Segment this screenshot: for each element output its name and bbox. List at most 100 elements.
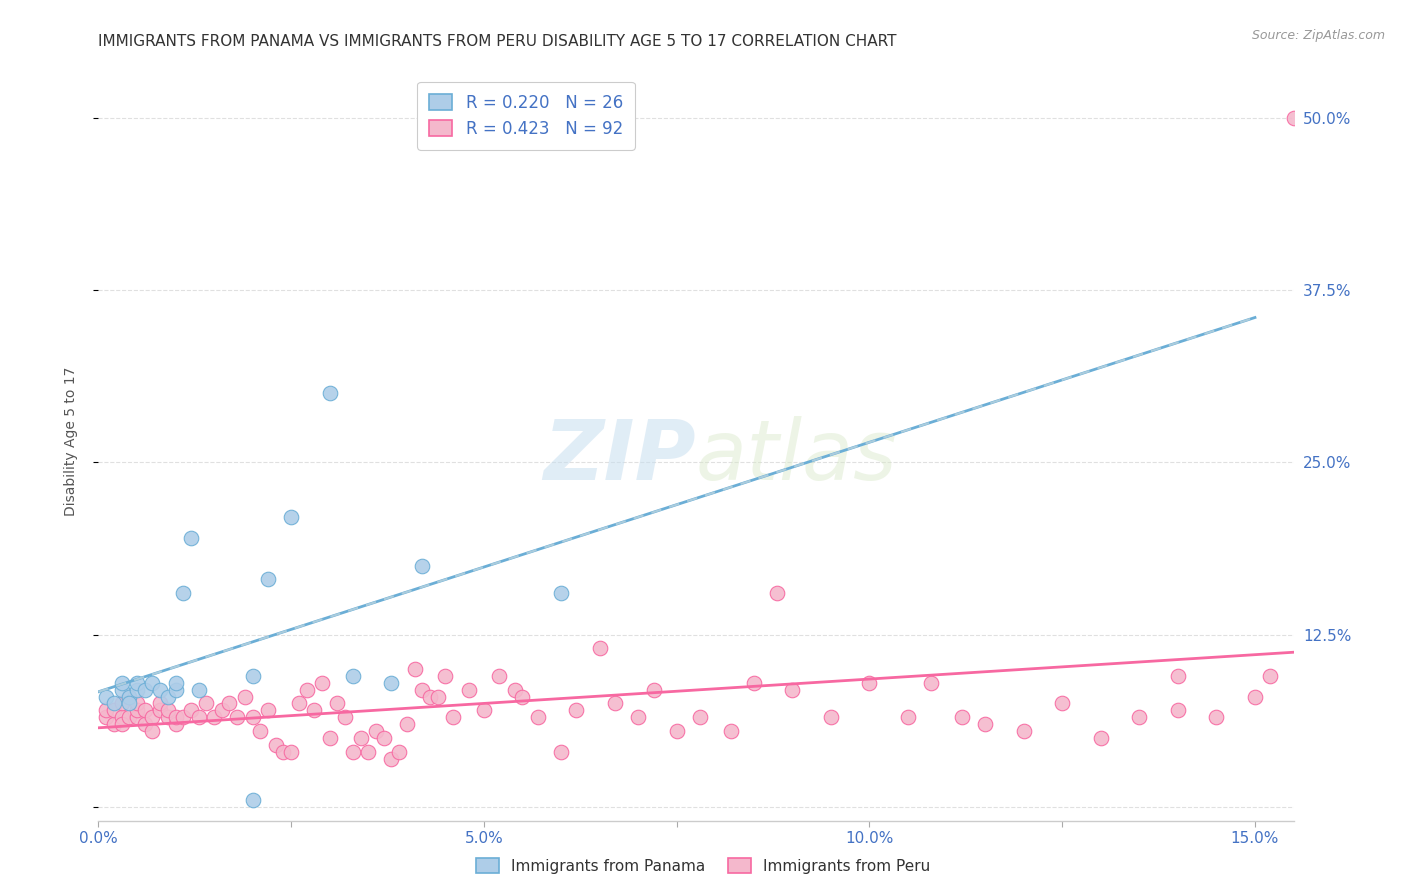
Point (380, 675, 402, 690)
Point (364, 724, 387, 739)
Point (103, 697, 125, 711)
Point (457, 682, 479, 697)
Point (333, 710, 356, 724)
Point (1167, 669, 1189, 683)
Text: IMMIGRANTS FROM PANAMA VS IMMIGRANTS FROM PERU DISABILITY AGE 5 TO 17 CORRELATIO: IMMIGRANTS FROM PANAMA VS IMMIGRANTS FRO… (98, 34, 897, 49)
Point (434, 669, 457, 683)
Point (110, 697, 132, 711)
Point (125, 710, 148, 724)
Point (1260, 669, 1282, 683)
Point (1167, 703, 1189, 717)
Point (257, 573, 280, 587)
Point (165, 717, 187, 731)
Point (373, 731, 395, 745)
Point (550, 745, 572, 759)
Point (920, 675, 942, 690)
Point (588, 641, 610, 656)
Point (156, 703, 179, 717)
Point (342, 669, 364, 683)
Point (172, 586, 194, 600)
Point (295, 682, 318, 697)
Point (103, 717, 125, 731)
Point (897, 710, 920, 724)
Point (527, 710, 550, 724)
Point (288, 697, 311, 711)
Point (110, 682, 132, 697)
Point (110, 675, 132, 690)
Point (257, 703, 280, 717)
Point (264, 738, 287, 752)
Point (419, 690, 441, 704)
Point (1128, 710, 1150, 724)
Point (357, 745, 380, 759)
Point (110, 710, 132, 724)
Point (125, 675, 148, 690)
Point (94, 710, 117, 724)
Point (280, 510, 302, 524)
Text: ZIP: ZIP (543, 417, 696, 497)
Point (319, 731, 342, 745)
Point (488, 669, 510, 683)
Point (411, 682, 433, 697)
Point (565, 703, 588, 717)
Point (125, 703, 148, 717)
Point (858, 675, 880, 690)
Point (411, 558, 433, 573)
Point (512, 690, 534, 704)
Point (643, 682, 665, 697)
Point (550, 586, 572, 600)
Text: atlas: atlas (696, 417, 897, 497)
Point (249, 724, 271, 739)
Point (304, 703, 326, 717)
Point (134, 703, 156, 717)
Point (273, 745, 295, 759)
Point (1012, 724, 1035, 739)
Point (242, 793, 264, 807)
Point (165, 675, 187, 690)
Point (782, 682, 804, 697)
Point (125, 697, 148, 711)
Point (1205, 710, 1227, 724)
Point (180, 703, 202, 717)
Point (141, 710, 163, 724)
Point (472, 703, 495, 717)
Point (349, 731, 371, 745)
Point (165, 710, 187, 724)
Point (211, 703, 233, 717)
Point (165, 682, 187, 697)
Point (187, 710, 209, 724)
Point (380, 751, 402, 765)
Point (689, 710, 711, 724)
Point (242, 710, 264, 724)
Point (141, 724, 163, 739)
Point (226, 710, 249, 724)
Y-axis label: Disability Age 5 to 17: Disability Age 5 to 17 (63, 367, 77, 516)
Point (950, 710, 973, 724)
Point (388, 745, 411, 759)
Point (180, 531, 202, 545)
Point (156, 690, 179, 704)
Point (426, 690, 449, 704)
Point (820, 710, 842, 724)
Point (218, 697, 240, 711)
Point (720, 724, 742, 739)
Text: Source: ZipAtlas.com: Source: ZipAtlas.com (1251, 29, 1385, 42)
Point (149, 682, 172, 697)
Point (311, 675, 333, 690)
Point (156, 710, 179, 724)
Point (326, 697, 349, 711)
Point (319, 386, 342, 401)
Point (187, 682, 209, 697)
Point (149, 697, 172, 711)
Point (665, 724, 688, 739)
Point (118, 697, 141, 711)
Point (141, 675, 163, 690)
Point (395, 717, 418, 731)
Point (118, 690, 141, 704)
Point (280, 745, 302, 759)
Point (110, 717, 132, 731)
Legend: R = 0.220   N = 26, R = 0.423   N = 92: R = 0.220 N = 26, R = 0.423 N = 92 (418, 82, 634, 150)
Point (103, 703, 125, 717)
Point (94, 703, 117, 717)
Point (766, 586, 789, 600)
